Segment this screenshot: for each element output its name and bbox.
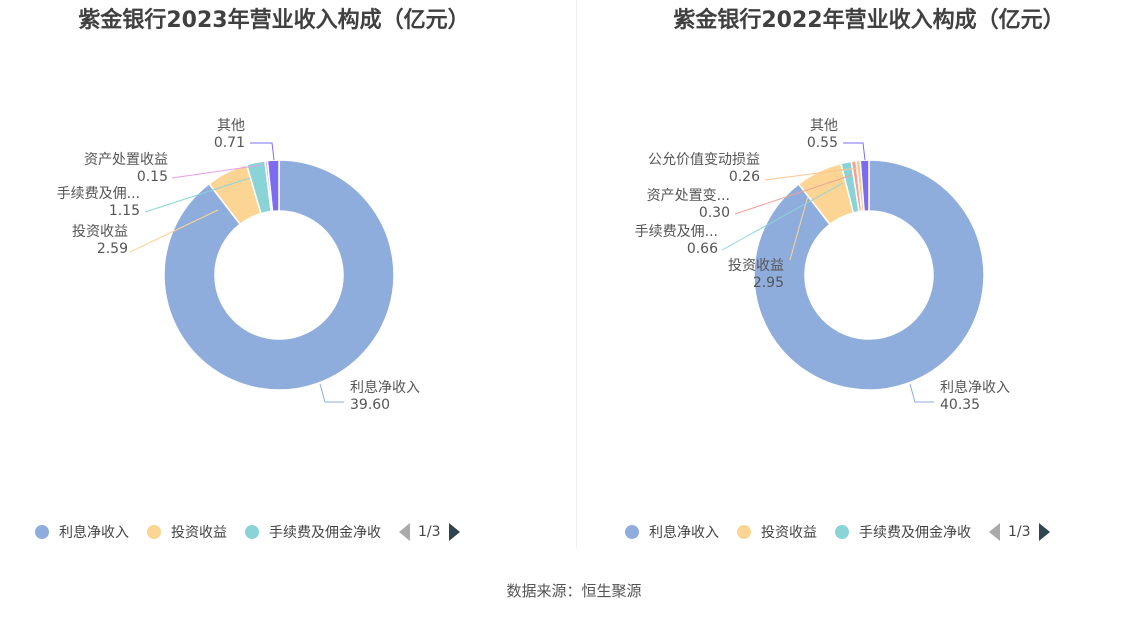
legend-item[interactable]: 手续费及佣金净收 bbox=[245, 522, 381, 542]
legend-item[interactable]: 投资收益 bbox=[147, 522, 227, 542]
legend-dot-investment bbox=[737, 525, 751, 539]
legend-label: 利息净收入 bbox=[59, 525, 129, 541]
data-source: 数据来源：恒生聚源 bbox=[506, 582, 642, 600]
label-leader-line bbox=[721, 182, 844, 251]
label-leader-line bbox=[789, 195, 809, 261]
legend-2023: 利息净收入 投资收益 手续费及佣金净收 1/3 bbox=[35, 520, 460, 544]
label-leader-line bbox=[171, 164, 263, 179]
slice-value-label: 40.35 bbox=[940, 397, 980, 413]
slice-value-label: 0.55 bbox=[807, 135, 838, 151]
prev-page-icon[interactable] bbox=[989, 523, 1000, 541]
legend-item[interactable]: 投资收益 bbox=[737, 522, 817, 542]
slice-label: 公允价值变动损益 bbox=[648, 152, 760, 168]
legend-pager: 1/3 bbox=[989, 523, 1050, 541]
donut-charts: 利息净收入39.60投资收益2.59手续费及佣...1.15资产处置收益0.15… bbox=[57, 118, 1010, 413]
next-page-icon[interactable] bbox=[448, 523, 460, 541]
label-leader-line bbox=[250, 142, 275, 161]
slice-label: 投资收益 bbox=[72, 224, 128, 240]
legend-dot-fee bbox=[245, 525, 259, 539]
slice-label: 其他 bbox=[810, 118, 838, 134]
donut-slice[interactable] bbox=[753, 159, 985, 391]
label-leader-line bbox=[734, 174, 853, 215]
legend-item[interactable]: 手续费及佣金净收 bbox=[835, 522, 971, 542]
slice-label: 手续费及佣... bbox=[635, 223, 718, 240]
slice-label: 其他 bbox=[217, 118, 245, 134]
legend-item[interactable]: 利息净收入 bbox=[625, 522, 719, 542]
donut-slice[interactable] bbox=[266, 159, 280, 213]
slice-value-label: 0.30 bbox=[699, 205, 730, 221]
label-leader-line bbox=[764, 167, 858, 181]
legend-dot-interest bbox=[35, 525, 49, 539]
slice-value-label: 2.59 bbox=[97, 241, 128, 257]
legend-label: 手续费及佣金净收 bbox=[859, 525, 971, 541]
legend-dot-investment bbox=[147, 525, 161, 539]
slice-value-label: 0.15 bbox=[137, 169, 168, 185]
slice-label: 投资收益 bbox=[728, 258, 784, 274]
label-leader-line bbox=[909, 383, 934, 403]
panel-divider bbox=[576, 0, 577, 548]
slice-value-label: 0.66 bbox=[687, 241, 718, 257]
legend-item[interactable]: 利息净收入 bbox=[35, 522, 129, 542]
label-leader-line bbox=[319, 383, 344, 403]
legend-dot-interest bbox=[625, 525, 639, 539]
label-leader-line bbox=[144, 177, 251, 213]
legend-page-number: 1/3 bbox=[1008, 524, 1031, 540]
label-leader-line bbox=[843, 142, 866, 161]
donut-slice[interactable] bbox=[163, 159, 395, 391]
slice-label: 手续费及佣... bbox=[57, 185, 140, 202]
prev-page-icon[interactable] bbox=[399, 523, 410, 541]
slice-label: 资产处置变... bbox=[647, 188, 730, 204]
slice-value-label: 2.95 bbox=[753, 275, 784, 291]
slice-value-label: 39.60 bbox=[350, 397, 390, 413]
legend-dot-fee bbox=[835, 525, 849, 539]
slice-value-label: 0.71 bbox=[214, 135, 245, 151]
slice-value-label: 0.26 bbox=[729, 169, 760, 185]
slice-label: 资产处置收益 bbox=[84, 152, 168, 168]
slice-value-label: 1.15 bbox=[109, 203, 140, 219]
legend-label: 投资收益 bbox=[171, 525, 227, 541]
legend-label: 利息净收入 bbox=[649, 525, 719, 541]
chart-title-2023: 紫金银行2023年营业收入构成（亿元） bbox=[78, 8, 470, 33]
legend-label: 手续费及佣金净收 bbox=[269, 525, 381, 541]
donut-slice[interactable] bbox=[859, 159, 870, 212]
label-leader-line bbox=[129, 209, 219, 253]
legend-label: 投资收益 bbox=[761, 525, 817, 541]
next-page-icon[interactable] bbox=[1038, 523, 1050, 541]
slice-label: 利息净收入 bbox=[940, 379, 1010, 396]
legend-pager: 1/3 bbox=[399, 523, 460, 541]
slice-label: 利息净收入 bbox=[350, 379, 420, 396]
legend-page-number: 1/3 bbox=[418, 524, 441, 540]
legend-2022: 利息净收入 投资收益 手续费及佣金净收 1/3 bbox=[625, 520, 1050, 544]
chart-title-2022: 紫金银行2022年营业收入构成（亿元） bbox=[673, 8, 1065, 33]
